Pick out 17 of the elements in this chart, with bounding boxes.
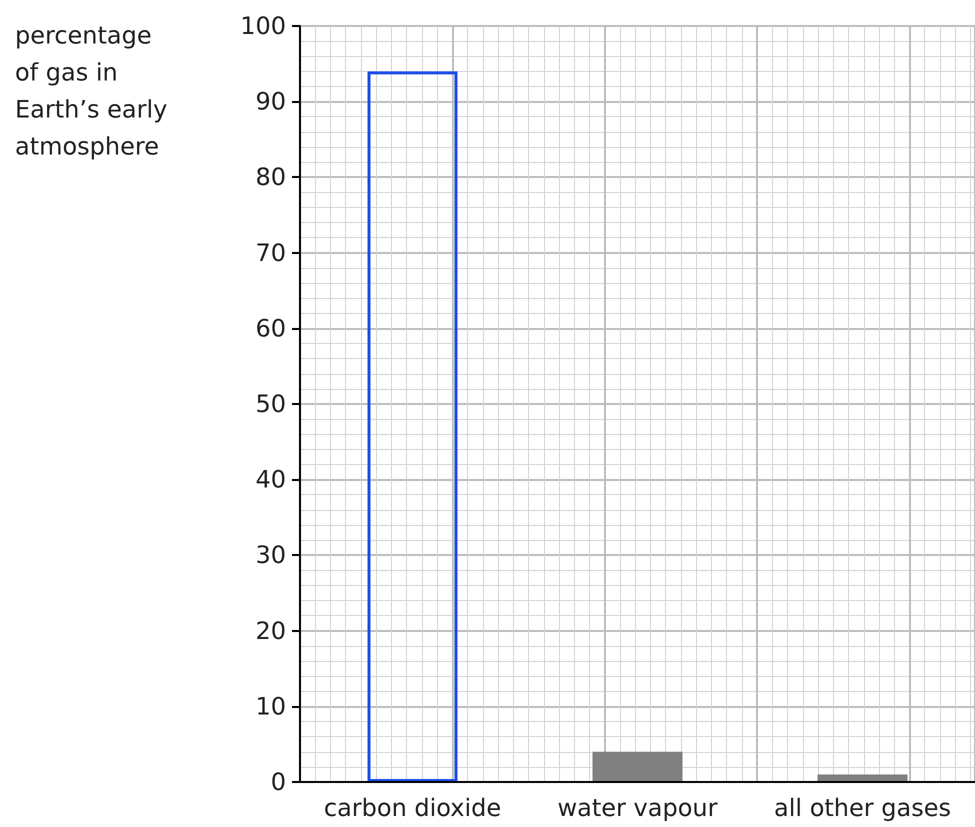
y-tick-label: 0 xyxy=(270,768,286,796)
x-tick-label: all other gases xyxy=(774,794,951,822)
y-axis-title: percentage of gas in Earth’s early atmosphere xyxy=(15,22,168,160)
y-tick-label: 40 xyxy=(255,466,286,494)
bar xyxy=(368,71,458,782)
y-tick-label: 10 xyxy=(255,692,286,720)
y-tick-label: 30 xyxy=(255,541,286,570)
y-tick-label: 70 xyxy=(255,238,286,267)
x-tick-label: water vapour xyxy=(558,794,718,822)
y-tick-label: 60 xyxy=(255,314,286,342)
y-tick-label: 100 xyxy=(240,12,286,40)
bar xyxy=(592,752,682,782)
y-tick-label: 50 xyxy=(255,390,286,418)
y-tick-label: 90 xyxy=(255,88,286,116)
x-tick-label: carbon dioxide xyxy=(324,794,502,822)
y-tick-label: 80 xyxy=(255,163,286,192)
y-tick-label: 20 xyxy=(255,616,286,645)
